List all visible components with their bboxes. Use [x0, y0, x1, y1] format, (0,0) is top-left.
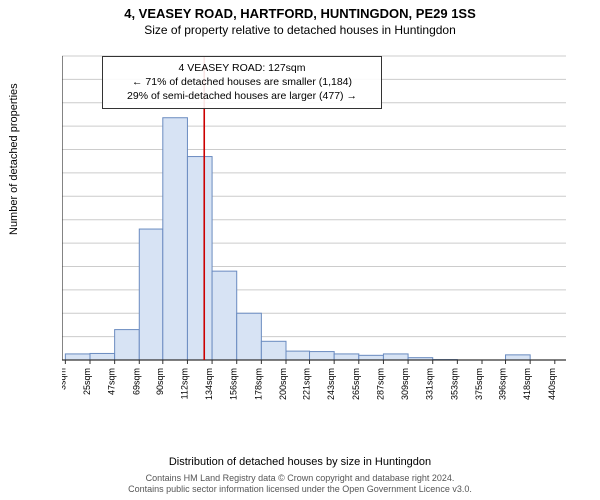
- attribution: Contains HM Land Registry data © Crown c…: [0, 473, 600, 496]
- bar: [115, 330, 140, 360]
- annotation-box: 4 VEASEY ROAD: 127sqm ← 71% of detached …: [102, 56, 382, 109]
- bar: [286, 351, 310, 360]
- x-tick-label: 69sqm: [131, 368, 141, 395]
- x-tick-label: 178sqm: [253, 368, 263, 400]
- x-tick-label: 221sqm: [302, 368, 312, 400]
- x-tick-label: 440sqm: [547, 368, 557, 400]
- bar: [139, 229, 163, 360]
- attribution-line-1: Contains HM Land Registry data © Crown c…: [0, 473, 600, 485]
- bar: [237, 313, 262, 360]
- x-tick-label: 287sqm: [375, 368, 385, 400]
- bar: [383, 354, 408, 360]
- main-title: 4, VEASEY ROAD, HARTFORD, HUNTINGDON, PE…: [0, 6, 600, 21]
- x-tick-label: 200sqm: [278, 368, 288, 400]
- x-tick-label: 47sqm: [107, 368, 117, 395]
- annotation-line-3: 29% of semi-detached houses are larger (…: [111, 89, 373, 103]
- annotation-line-1: 4 VEASEY ROAD: 127sqm: [111, 61, 373, 75]
- bar: [359, 355, 384, 360]
- x-tick-label: 396sqm: [498, 368, 508, 400]
- y-axis-label: Number of detached properties: [8, 83, 20, 235]
- x-tick-label: 353sqm: [449, 368, 459, 400]
- x-tick-label: 134sqm: [204, 368, 214, 400]
- x-tick-label: 112sqm: [179, 368, 189, 399]
- x-tick-label: 418sqm: [522, 368, 532, 400]
- annotation-line-2: ← 71% of detached houses are smaller (1,…: [111, 75, 373, 89]
- bar: [187, 157, 212, 360]
- bar: [334, 354, 359, 360]
- x-tick-label: 156sqm: [229, 368, 239, 400]
- bar: [212, 271, 237, 360]
- x-tick-label: 243sqm: [326, 368, 336, 400]
- x-tick-label: 3sqm: [62, 368, 67, 390]
- x-tick-label: 90sqm: [155, 368, 165, 395]
- chart-titles: 4, VEASEY ROAD, HARTFORD, HUNTINGDON, PE…: [0, 0, 600, 37]
- x-tick-label: 375sqm: [474, 368, 484, 400]
- x-axis-label: Distribution of detached houses by size …: [0, 456, 600, 468]
- x-tick-label: 309sqm: [400, 368, 410, 400]
- x-tick-label: 331sqm: [425, 368, 435, 400]
- subtitle: Size of property relative to detached ho…: [0, 23, 600, 37]
- x-tick-label: 265sqm: [351, 368, 361, 400]
- x-tick-label: 25sqm: [82, 368, 92, 395]
- bar: [163, 118, 188, 360]
- bar: [506, 355, 531, 360]
- bar: [261, 341, 286, 360]
- bar: [310, 352, 335, 360]
- attribution-line-2: Contains public sector information licen…: [0, 484, 600, 496]
- bar: [90, 353, 115, 360]
- bar: [65, 354, 90, 360]
